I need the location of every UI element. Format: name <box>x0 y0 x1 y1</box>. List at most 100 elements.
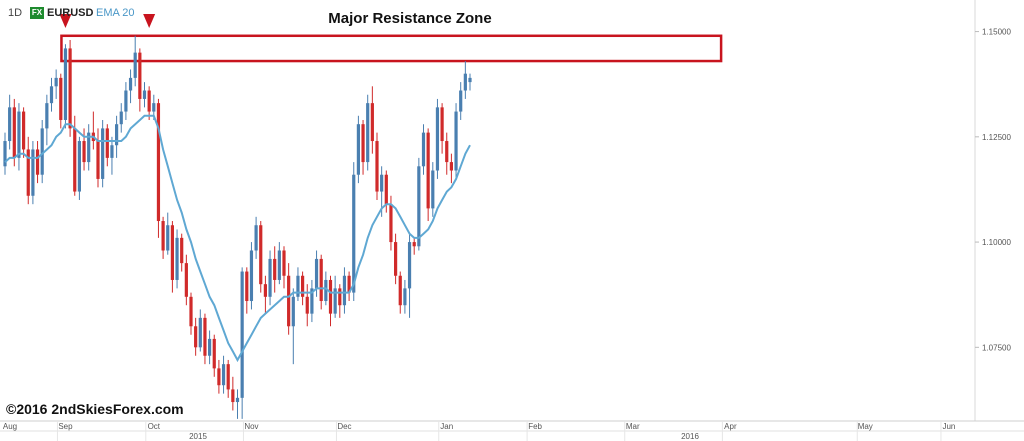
candle-down <box>35 149 40 175</box>
candle-up <box>115 124 119 146</box>
candle-down <box>370 103 374 142</box>
ema-20-line <box>4 114 471 363</box>
candle-up <box>356 124 360 175</box>
y-tick-label: 1.10000 <box>982 238 1011 247</box>
candle-up <box>407 242 412 289</box>
timeframe-label[interactable]: 1D <box>8 7 23 19</box>
candle-up <box>3 141 7 167</box>
candle-down <box>138 52 142 99</box>
candle-up <box>45 103 49 129</box>
candle-down <box>426 132 430 209</box>
candle-down <box>203 317 207 356</box>
resistance-zone-box <box>60 34 723 63</box>
candle-up <box>119 111 123 125</box>
candle-down <box>170 225 174 280</box>
candle-up <box>421 132 426 167</box>
candle-down <box>180 237 184 264</box>
candle-up <box>352 174 356 293</box>
candle-up <box>366 103 370 163</box>
candle-up <box>296 275 300 297</box>
candle-down <box>305 296 309 314</box>
candle-down <box>375 141 379 192</box>
candle-down <box>184 263 188 297</box>
candle-down <box>59 77 63 120</box>
x-year-label: 2015 <box>189 432 207 441</box>
candle-up <box>133 52 137 78</box>
candle-up <box>240 271 244 398</box>
candle-up <box>8 107 12 142</box>
candle-up <box>40 128 44 175</box>
candle-up <box>403 288 407 306</box>
candle-up <box>17 111 21 158</box>
candle-up <box>431 170 435 209</box>
candle-up <box>380 174 384 192</box>
candle-down <box>287 275 291 327</box>
candle-up <box>128 77 133 91</box>
candle-up <box>417 166 421 247</box>
candle-down <box>412 242 416 247</box>
candle-down <box>259 225 263 285</box>
down-arrow-icon <box>59 14 72 28</box>
candle-down <box>96 141 100 179</box>
candle-up <box>208 338 212 356</box>
x-tick-label: Nov <box>244 422 258 431</box>
x-tick-label: Jun <box>942 422 955 431</box>
candle-down <box>319 258 323 302</box>
candle-down <box>445 141 449 163</box>
candle-down <box>105 128 109 158</box>
candle-up <box>198 317 202 348</box>
fx-badge-icon: FX <box>30 7 44 19</box>
candle-down <box>449 162 453 171</box>
candle-up <box>175 237 179 280</box>
indicator-label[interactable]: EMA 20 <box>96 7 135 19</box>
candle-down <box>389 204 393 243</box>
candle-up <box>254 225 258 251</box>
candle-up <box>49 86 54 104</box>
copyright-watermark: ©2016 2ndSkiesForex.com <box>6 401 184 417</box>
y-tick-label: 1.07500 <box>982 343 1011 352</box>
candle-down <box>328 279 333 314</box>
candle-up <box>291 296 295 327</box>
candle-down <box>147 90 151 112</box>
candle-down <box>217 368 221 386</box>
candle-down <box>194 326 198 348</box>
candle-up <box>63 48 68 120</box>
x-tick-label: Dec <box>337 422 351 431</box>
candle-up <box>124 90 128 112</box>
candle-down <box>301 275 305 297</box>
candle-up <box>435 107 440 171</box>
x-tick-label: Mar <box>626 422 640 431</box>
candle-down <box>440 107 444 142</box>
candle-down <box>82 141 86 163</box>
candle-down <box>73 128 77 192</box>
candle-down <box>361 124 365 163</box>
candle-down <box>338 288 342 306</box>
candle-up <box>277 250 281 280</box>
candle-up <box>87 132 91 163</box>
candle-up <box>110 145 114 158</box>
candle-down <box>189 296 193 327</box>
candle-up <box>31 149 35 196</box>
candle-up <box>468 77 472 83</box>
candle-up <box>249 250 254 302</box>
candle-up <box>221 364 226 386</box>
candle-down <box>231 389 235 403</box>
candle-down <box>12 107 16 158</box>
x-year-label: 2016 <box>681 432 699 441</box>
candle-up <box>54 77 58 87</box>
candle-down <box>161 221 165 251</box>
symbol-label[interactable]: EURUSD <box>47 7 94 19</box>
candle-up <box>463 73 467 91</box>
x-tick-label: Sep <box>58 422 73 431</box>
candle-up <box>459 90 463 112</box>
candle-up <box>268 258 272 297</box>
candle-down <box>68 48 72 129</box>
candle-up <box>235 397 240 403</box>
candle-down <box>273 258 277 280</box>
candle-up <box>342 275 347 306</box>
down-arrow-icon <box>143 14 156 28</box>
x-tick-label: Feb <box>528 422 542 431</box>
candle-down <box>156 103 161 222</box>
candle-down <box>398 275 402 306</box>
